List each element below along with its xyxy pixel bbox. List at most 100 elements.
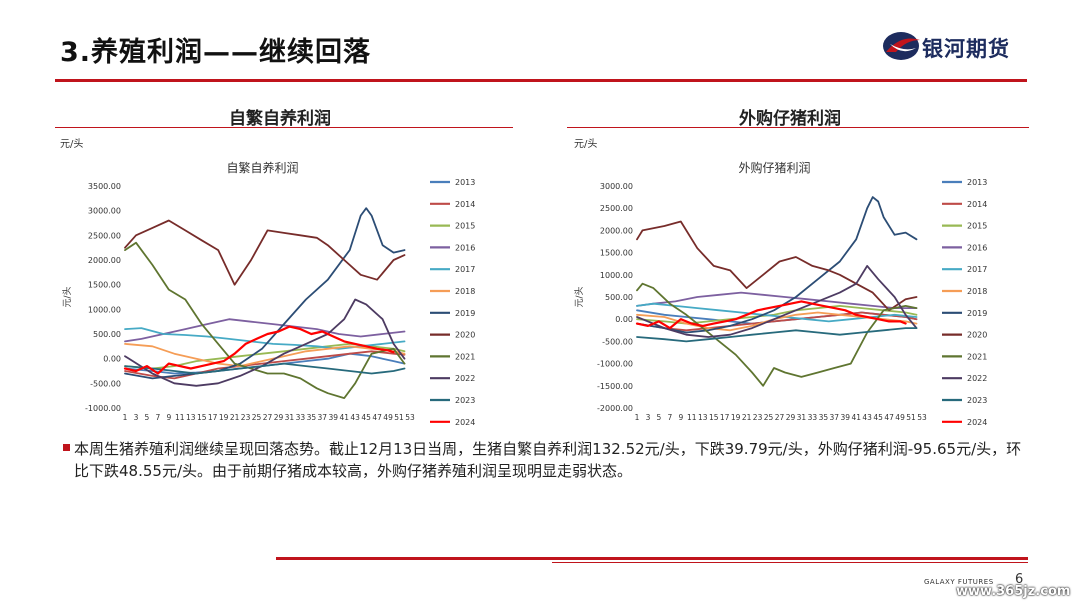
logo-highlight-icon: [890, 44, 916, 52]
legend-label-2017: 2017: [455, 265, 475, 274]
y-tick-label: 1500.00: [88, 281, 121, 290]
x-tick-label: 5: [657, 413, 662, 422]
x-tick-label: 19: [219, 413, 229, 422]
y-tick-label: -500.00: [602, 337, 633, 346]
x-tick-label: 37: [830, 413, 840, 422]
y-tick-label: 1000.00: [88, 305, 121, 314]
series-line-2021: [124, 241, 406, 400]
y-tick-label: 0.00: [103, 355, 121, 364]
legend-label-2013: 2013: [455, 178, 475, 187]
x-tick-label: 17: [208, 413, 218, 422]
y-tick-label: 3000.00: [88, 207, 121, 216]
legend-label-2020: 2020: [967, 331, 987, 340]
left-panel-heading: 自繁自养利润: [229, 109, 331, 129]
x-tick-label: 1: [123, 413, 128, 422]
series-line-2018: [124, 342, 406, 368]
x-tick-label: 21: [230, 413, 240, 422]
x-tick-label: 3: [134, 413, 139, 422]
left-panel-rule: [55, 127, 513, 128]
x-tick-label: 31: [285, 413, 295, 422]
x-tick-label: 35: [307, 413, 317, 422]
y-tick-label: 1000.00: [600, 271, 633, 280]
legend-label-2019: 2019: [455, 309, 475, 318]
series-line-2014: [124, 350, 406, 380]
y-tick-label: -2000.00: [597, 404, 633, 413]
legend-label-2013: 2013: [967, 178, 987, 187]
x-tick-label: 29: [786, 413, 796, 422]
y-tick-label: 2000.00: [600, 226, 633, 235]
right-panel-unit: 元/头: [574, 139, 598, 150]
x-tick-label: 43: [350, 413, 360, 422]
x-tick-label: 25: [252, 413, 262, 422]
legend-label-2020: 2020: [455, 331, 475, 340]
legend-label-2016: 2016: [967, 243, 987, 252]
legend-label-2022: 2022: [967, 374, 987, 383]
legend-label-2024: 2024: [967, 418, 987, 427]
x-tick-label: 37: [318, 413, 328, 422]
x-tick-label: 3: [646, 413, 651, 422]
x-tick-label: 29: [274, 413, 284, 422]
series-line-2022: [636, 265, 918, 338]
x-tick-label: 27: [775, 413, 785, 422]
x-tick-label: 43: [862, 413, 872, 422]
logo-swoosh-icon: [886, 38, 920, 52]
series-line-2024: [123, 325, 395, 375]
x-tick-label: 7: [667, 413, 672, 422]
x-tick-label: 49: [383, 413, 393, 422]
x-tick-label: 41: [851, 413, 861, 422]
legend-label-2015: 2015: [455, 222, 475, 231]
x-tick-label: 1: [635, 413, 640, 422]
series-line-2023: [636, 327, 918, 343]
y-tick-label: -1000.00: [597, 360, 633, 369]
legend-label-2015: 2015: [967, 222, 987, 231]
legend-label-2017: 2017: [967, 265, 987, 274]
x-tick-label: 23: [753, 413, 763, 422]
x-tick-label: 21: [742, 413, 752, 422]
y-tick-label: 500.00: [93, 330, 121, 339]
series-line-2016: [124, 318, 406, 343]
y-tick-label: -1500.00: [597, 382, 633, 391]
x-tick-label: 11: [175, 413, 185, 422]
footer-brand: GALAXY FUTURES: [924, 578, 994, 586]
y-tick-label: 0.00: [615, 315, 633, 324]
series-line-2021: [636, 282, 918, 387]
y-tick-label: -1000.00: [85, 404, 121, 413]
x-tick-label: 47: [372, 413, 382, 422]
x-tick-label: 35: [819, 413, 829, 422]
galaxy-futures-logo: [883, 32, 920, 60]
legend-label-2019: 2019: [967, 309, 987, 318]
x-tick-label: 49: [895, 413, 905, 422]
series-line-2016: [636, 291, 918, 310]
x-tick-label: 47: [884, 413, 894, 422]
x-tick-label: 13: [698, 413, 708, 422]
x-tick-label: 9: [166, 413, 171, 422]
x-tick-label: 31: [797, 413, 807, 422]
x-tick-label: 45: [361, 413, 371, 422]
title-divider: [55, 79, 1027, 82]
y-tick-label: -500.00: [90, 379, 121, 388]
x-tick-label: 51: [394, 413, 404, 422]
page-title: 3.养殖利润——继续回落: [60, 37, 372, 68]
x-tick-label: 15: [709, 413, 719, 422]
x-tick-label: 15: [197, 413, 207, 422]
legend-label-2016: 2016: [455, 243, 475, 252]
x-tick-label: 13: [186, 413, 196, 422]
y-tick-label: 2500.00: [600, 204, 633, 213]
x-tick-label: 39: [328, 413, 338, 422]
x-tick-label: 41: [339, 413, 349, 422]
legend-label-2023: 2023: [967, 396, 987, 405]
legend-label-2014: 2014: [967, 200, 987, 209]
chart-title: 外购仔猪利润: [738, 160, 810, 175]
x-tick-label: 25: [764, 413, 774, 422]
legend-label-2018: 2018: [455, 287, 475, 296]
x-tick-label: 33: [808, 413, 818, 422]
x-tick-label: 53: [917, 413, 927, 422]
legend-label-2018: 2018: [967, 287, 987, 296]
legend-label-2021: 2021: [455, 352, 475, 361]
footer-divider-thin: [552, 562, 1028, 563]
x-tick-label: 5: [145, 413, 150, 422]
legend-label-2022: 2022: [455, 374, 475, 383]
chart-title: 自繁自养利润: [226, 160, 298, 175]
